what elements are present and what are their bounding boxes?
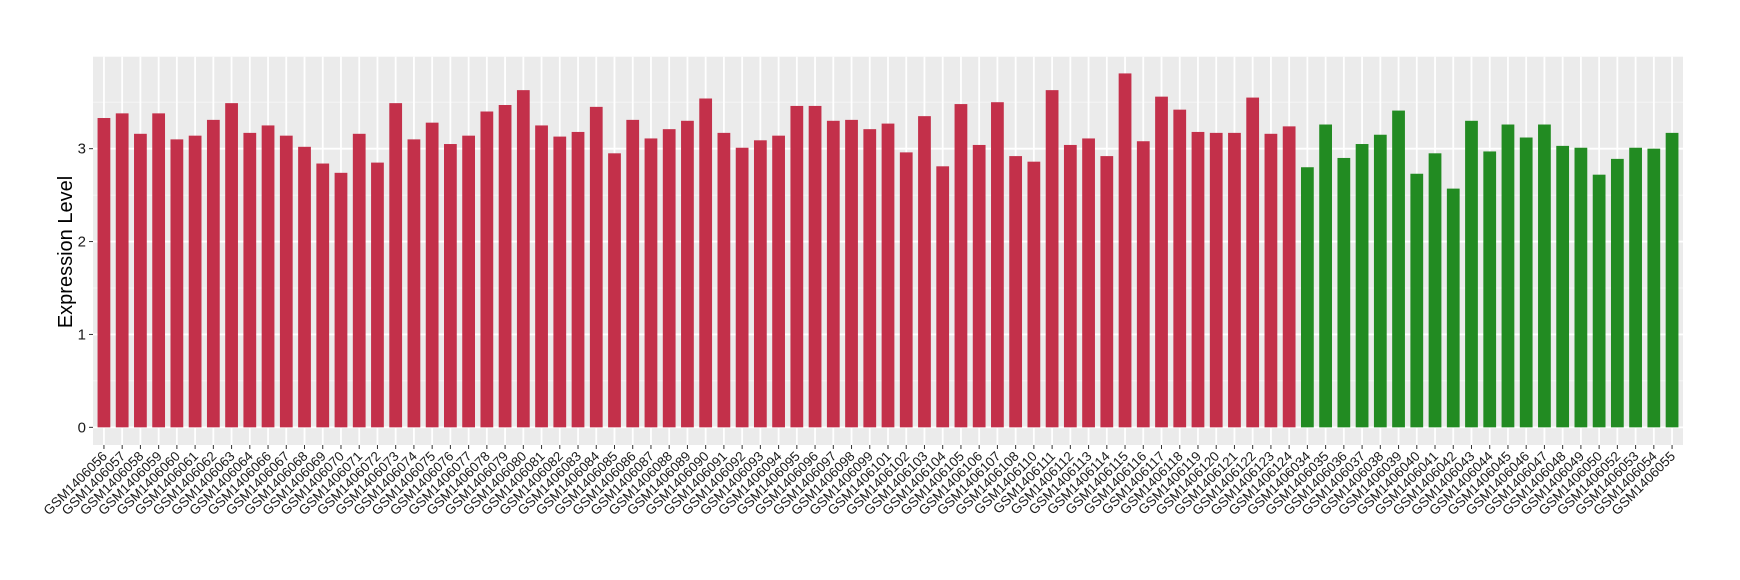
bar-GSM1406120 — [1209, 132, 1223, 428]
bar-GSM1406112 — [1063, 144, 1077, 428]
bar-GSM1406121 — [1228, 132, 1241, 428]
bar-GSM1406048 — [1556, 145, 1570, 428]
bar-GSM1406034 — [1300, 167, 1314, 428]
bar-GSM1406056 — [97, 118, 111, 428]
bars — [97, 73, 1679, 428]
bar-GSM1406071 — [352, 133, 366, 428]
bar-GSM1406098 — [845, 119, 858, 428]
bar-GSM1406111 — [1045, 90, 1059, 428]
bar-GSM1406105 — [954, 104, 968, 428]
bar-GSM1406077 — [462, 135, 476, 428]
y-tick-label: 2 — [78, 234, 86, 251]
bar-GSM1406087 — [644, 138, 658, 428]
bar-GSM1406059 — [152, 113, 166, 428]
bar-GSM1406066 — [261, 125, 275, 428]
bar-GSM1406124 — [1282, 126, 1296, 428]
bar-GSM1406119 — [1191, 131, 1205, 428]
bar-GSM1406093 — [753, 140, 767, 428]
bar-GSM1406072 — [371, 162, 384, 428]
bar-GSM1406090 — [699, 98, 713, 428]
bar-GSM1406080 — [516, 90, 530, 428]
bar-GSM1406081 — [535, 125, 548, 428]
bar-GSM1406079 — [498, 105, 512, 428]
bar-GSM1406036 — [1337, 157, 1351, 428]
bar-GSM1406074 — [407, 139, 421, 428]
bar-GSM1406064 — [243, 132, 257, 428]
y-axis: 0 1 2 3 — [78, 141, 93, 436]
bar-GSM1406103 — [918, 116, 931, 428]
bar-GSM1406050 — [1592, 174, 1606, 428]
bar-GSM1406083 — [571, 131, 585, 428]
bar-GSM1406038 — [1373, 134, 1387, 428]
bar-GSM1406054 — [1647, 148, 1661, 428]
bar-GSM1406089 — [681, 120, 694, 428]
bar-GSM1406113 — [1082, 138, 1095, 428]
y-tick-label: 1 — [78, 326, 86, 343]
bar-GSM1406041 — [1428, 153, 1442, 428]
bar-GSM1406058 — [134, 133, 147, 428]
bar-GSM1406035 — [1319, 124, 1332, 428]
bar-GSM1406091 — [717, 132, 731, 428]
bar-GSM1406052 — [1610, 158, 1624, 428]
y-tick-label: 3 — [78, 141, 86, 158]
bar-GSM1406122 — [1246, 97, 1260, 428]
bar-GSM1406096 — [808, 105, 822, 428]
bar-GSM1406108 — [1009, 156, 1023, 428]
bar-GSM1406045 — [1501, 124, 1515, 428]
bar-GSM1406078 — [480, 111, 494, 428]
bar-GSM1406067 — [279, 135, 293, 428]
bar-GSM1406094 — [772, 135, 785, 428]
bar-GSM1406118 — [1173, 109, 1187, 428]
bar-GSM1406092 — [735, 147, 749, 428]
bar-GSM1406057 — [115, 113, 129, 428]
bar-GSM1406046 — [1519, 137, 1533, 428]
bar-GSM1406037 — [1355, 144, 1369, 428]
bar-GSM1406073 — [389, 103, 403, 428]
bar-GSM1406114 — [1100, 156, 1114, 428]
bar-GSM1406110 — [1027, 161, 1041, 428]
bar-GSM1406049 — [1574, 147, 1588, 428]
x-axis: GSM1406056GSM1406057GSM1406058GSM1406059… — [41, 445, 1678, 518]
bar-GSM1406084 — [589, 106, 603, 428]
bar-GSM1406086 — [626, 119, 640, 428]
bar-GSM1406062 — [206, 119, 220, 428]
bar-GSM1406102 — [899, 152, 913, 428]
bar-GSM1406069 — [316, 163, 330, 428]
bar-GSM1406085 — [608, 153, 621, 428]
bar-GSM1406055 — [1665, 132, 1679, 428]
bar-GSM1406039 — [1392, 110, 1405, 428]
bar-GSM1406115 — [1118, 73, 1132, 428]
bar-GSM1406097 — [826, 120, 840, 428]
bar-GSM1406047 — [1538, 124, 1551, 428]
bar-GSM1406044 — [1483, 151, 1497, 428]
bar-GSM1406106 — [972, 144, 986, 428]
bar-GSM1406088 — [662, 129, 676, 428]
y-axis-title: Expression Level — [55, 176, 77, 328]
bar-GSM1406070 — [334, 172, 348, 428]
bar-GSM1406099 — [863, 129, 877, 428]
bar-GSM1406068 — [298, 146, 311, 428]
bar-GSM1406076 — [444, 144, 457, 428]
y-tick-label: 0 — [78, 419, 86, 436]
bar-GSM1406040 — [1410, 173, 1424, 428]
bar-GSM1406117 — [1155, 96, 1168, 428]
bar-GSM1406075 — [425, 122, 439, 428]
bar-GSM1406082 — [553, 136, 567, 428]
bar-GSM1406042 — [1446, 188, 1460, 428]
bar-GSM1406043 — [1465, 120, 1478, 428]
bar-GSM1406116 — [1136, 141, 1150, 428]
bar-GSM1406104 — [936, 166, 950, 428]
bar-GSM1406095 — [790, 105, 804, 428]
bar-GSM1406101 — [881, 123, 895, 428]
bar-GSM1406053 — [1629, 147, 1642, 428]
bar-GSM1406061 — [188, 135, 202, 428]
bar-GSM1406123 — [1264, 133, 1278, 428]
bar-GSM1406107 — [991, 102, 1004, 428]
bar-GSM1406060 — [170, 139, 184, 428]
bar-GSM1406063 — [225, 103, 238, 428]
